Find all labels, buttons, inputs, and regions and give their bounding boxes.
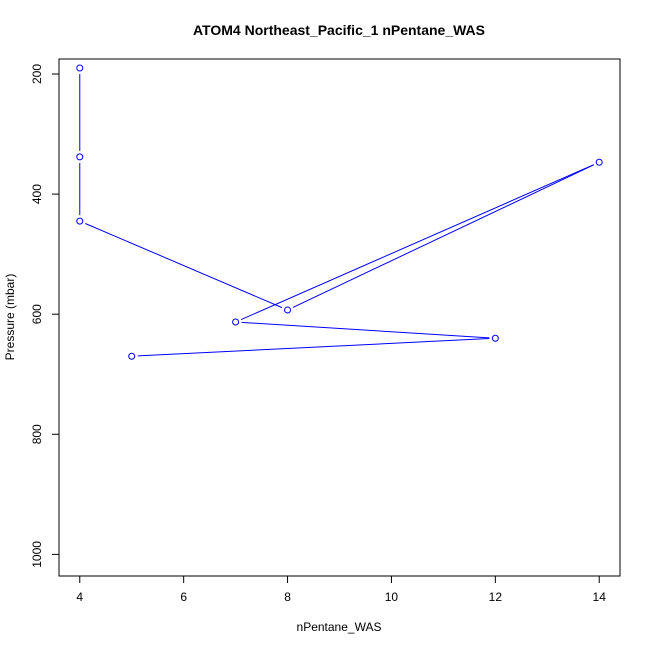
x-axis-label: nPentane_WAS	[297, 620, 382, 634]
series-segment	[292, 164, 595, 308]
x-axis: 4 6 8 10 12 14	[76, 575, 607, 604]
y-tick-label: 1000	[30, 541, 44, 568]
y-tick-label: 800	[30, 424, 44, 444]
series-segment	[85, 223, 283, 309]
data-point	[284, 306, 292, 314]
x-tick-label: 10	[385, 590, 399, 604]
x-tick-label: 6	[180, 590, 187, 604]
chart-title: ATOM4 Northeast_Pacific_1 nPentane_WAS	[193, 22, 485, 38]
data-point	[128, 352, 136, 360]
data-point	[491, 334, 499, 342]
plot-frame	[58, 58, 621, 577]
data-point	[232, 318, 240, 326]
data-point	[595, 158, 603, 166]
data-point	[76, 217, 84, 225]
data-series	[76, 64, 603, 360]
x-tick-label: 4	[76, 590, 83, 604]
y-tick-label: 200	[30, 64, 44, 84]
data-point	[76, 64, 84, 72]
y-tick-label: 400	[30, 184, 44, 204]
x-tick-label: 12	[489, 590, 503, 604]
series-segment	[241, 321, 490, 339]
y-axis: 200 400 600 800 1000	[30, 64, 60, 568]
y-axis-label: Pressure (mbar)	[3, 274, 17, 361]
x-tick-label: 14	[593, 590, 607, 604]
y-tick-label: 600	[30, 304, 44, 324]
data-point	[76, 153, 84, 161]
x-tick-label: 8	[284, 590, 291, 604]
series-segment	[240, 164, 594, 321]
series-segment	[137, 338, 490, 357]
